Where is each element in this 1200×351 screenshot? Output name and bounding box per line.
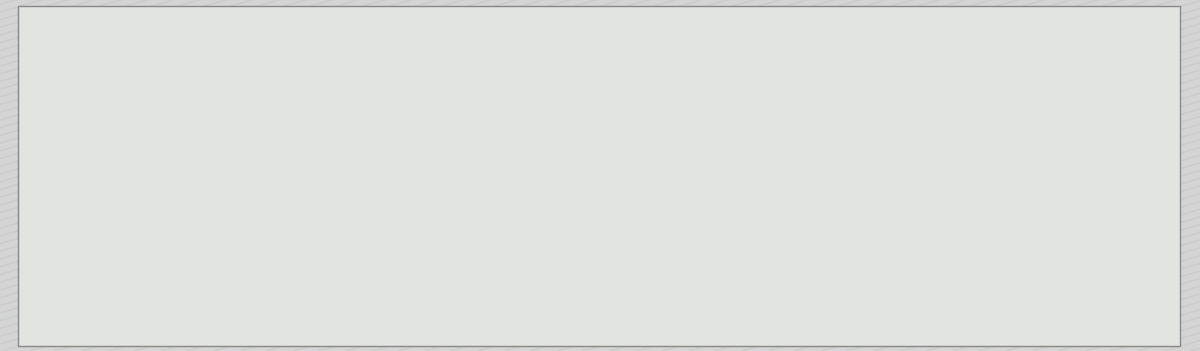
Text: where N stands for any nucleotide, give the complementary mRNA sequence. Indicat: where N stands for any nucleotide, give …: [66, 147, 1093, 167]
Text: Given the following DNA sequence:  3’-TACTTNGTNCTNTCN-5’: Given the following DNA sequence: 3’-TAC…: [66, 46, 709, 66]
Text: |: |: [80, 263, 88, 285]
Text: strand as 3’--> 5’ or 5’ --> 3’ as in the given sequence above.: strand as 3’--> 5’ or 5’ --> 3’ as in th…: [66, 211, 714, 231]
